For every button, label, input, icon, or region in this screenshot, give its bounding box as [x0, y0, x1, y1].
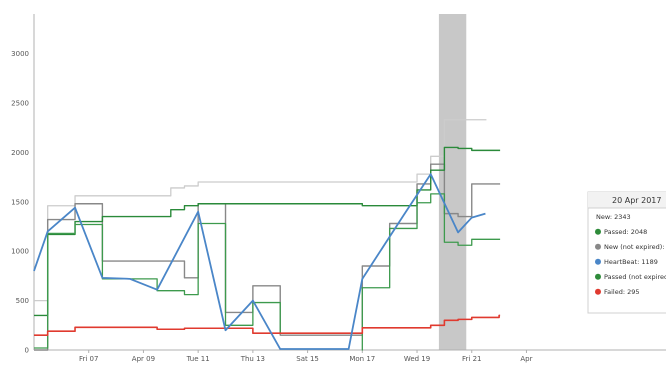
y-tick-label: 2500: [11, 99, 29, 107]
x-tick-label: Fri 07: [79, 355, 98, 363]
series-line-5: [34, 314, 501, 336]
highlight-band-layer: [438, 14, 467, 350]
tooltip-row: New (not expired): 1: [604, 243, 666, 251]
tooltip: 20 Apr 2017 New: 2343 Passed: 2048 New (not…: [587, 191, 666, 314]
tooltip-row: Passed: 2048: [604, 228, 647, 236]
tooltip-row: New: 2343: [596, 213, 631, 221]
axes: 0 500 1000 1500 2000 2500 3000 Fri 07 Apr 09 Tue …: [11, 14, 666, 363]
tooltip-row: Failed: 295: [604, 288, 640, 296]
tooltip-marker: [595, 288, 601, 295]
x-tick-label: Apr 09: [132, 355, 155, 363]
x-tick-label: Thu 13: [240, 355, 265, 363]
x-tick-label: Mon 17: [349, 355, 375, 363]
tooltip-marker: [595, 258, 601, 265]
tooltip-row: Passed (not expired: [604, 273, 666, 281]
tooltip-marker: [595, 228, 601, 235]
tooltip-title: 20 Apr 2017: [612, 196, 661, 205]
highlight-band: [438, 14, 467, 350]
tooltip-header: [588, 192, 666, 208]
series-line-6: [33, 173, 486, 350]
y-tick-label: 1000: [11, 248, 29, 256]
y-tick-label: 500: [16, 297, 29, 305]
x-tick-label: Wed 19: [404, 355, 430, 363]
series-line-4: [34, 193, 501, 351]
tooltip-marker: [595, 273, 601, 280]
y-tick-label: 2000: [11, 149, 29, 157]
y-tick-label: 0: [25, 347, 29, 355]
series-line-1: [34, 119, 487, 302]
tooltip-row: HeartBeat: 1189: [604, 258, 658, 266]
y-tick-label: 3000: [11, 50, 29, 58]
x-tick-label: Sat 15: [296, 355, 319, 363]
tooltip-box: [587, 191, 666, 314]
x-tick-label: Fri 21: [462, 355, 481, 363]
x-tick-label: Apr: [520, 355, 532, 363]
series-line-2: [34, 163, 501, 351]
series-layer: [33, 119, 501, 351]
tooltip-marker: [595, 243, 601, 250]
series-line-3: [34, 146, 501, 317]
x-tick-label: Tue 11: [186, 355, 210, 363]
y-tick-label: 1500: [11, 198, 29, 206]
